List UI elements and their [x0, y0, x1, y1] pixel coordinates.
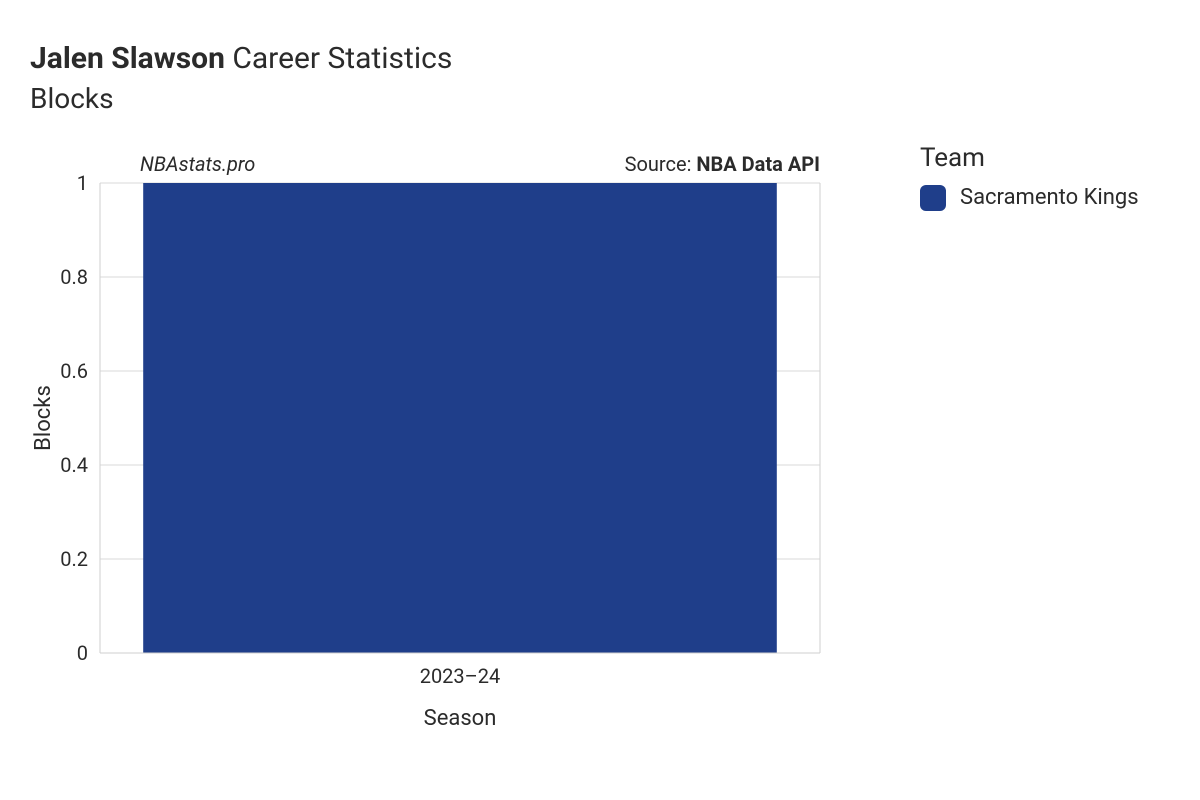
title-block: Jalen Slawson Career Statistics Blocks: [30, 40, 1170, 115]
svg-text:0: 0: [77, 641, 88, 665]
bar: [143, 183, 777, 653]
legend-swatch: [920, 185, 946, 211]
svg-text:Blocks: Blocks: [31, 385, 56, 451]
legend: Team Sacramento Kings: [920, 143, 1139, 211]
svg-text:Source: NBA Data API: Source: NBA Data API: [625, 152, 820, 176]
svg-text:2023–24: 2023–24: [420, 664, 501, 688]
svg-text:0.8: 0.8: [60, 265, 88, 289]
chart-container: Jalen Slawson Career Statistics Blocks 0…: [0, 0, 1200, 800]
chart-title: Jalen Slawson Career Statistics: [30, 40, 1170, 78]
bar-chart: 0 0.2 0.4 0.6 0.8 1 2023–24 Season Blocks NBAstat…: [30, 143, 900, 743]
legend-items: Sacramento Kings: [920, 185, 1139, 211]
svg-text:0.4: 0.4: [60, 453, 88, 477]
legend-title: Team: [920, 143, 1139, 173]
chart-cell: 0 0.2 0.4 0.6 0.8 1 2023–24 Season Blocks NBAstat…: [30, 143, 900, 747]
player-name: Jalen Slawson: [30, 41, 225, 76]
svg-text:0.6: 0.6: [60, 359, 88, 383]
chart-subtitle: Blocks: [30, 82, 1170, 115]
svg-text:NBAstats.pro: NBAstats.pro: [140, 152, 255, 176]
chart-row: 0 0.2 0.4 0.6 0.8 1 2023–24 Season Blocks NBAstat…: [30, 143, 1170, 747]
legend-item: Sacramento Kings: [920, 185, 1139, 211]
legend-label: Sacramento Kings: [960, 185, 1139, 210]
svg-text:1: 1: [77, 171, 88, 195]
svg-text:0.2: 0.2: [60, 547, 88, 571]
title-suffix: Career Statistics: [225, 41, 452, 76]
svg-text:Season: Season: [424, 706, 497, 731]
